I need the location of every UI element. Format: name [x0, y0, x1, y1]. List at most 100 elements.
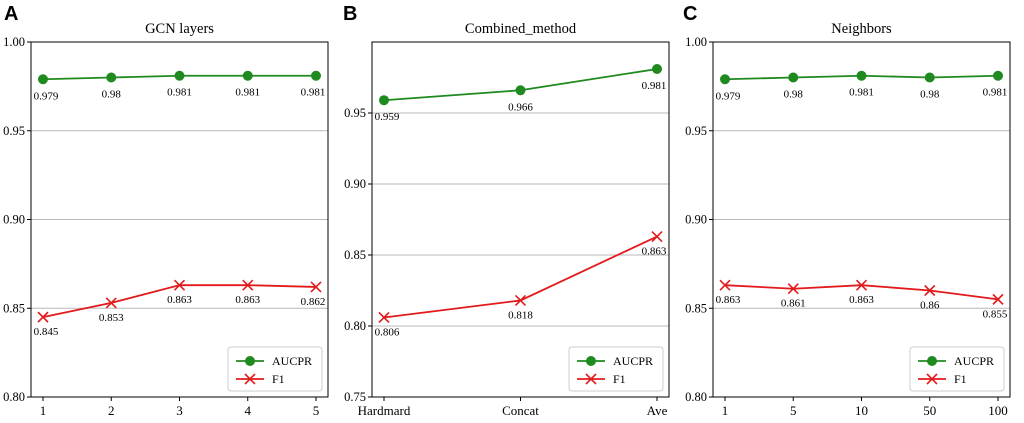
- y-tick-label: 0.90: [344, 177, 366, 191]
- data-point-f1: [310, 281, 322, 293]
- plot-frame: [371, 41, 670, 398]
- data-point-aucpr: [242, 70, 253, 81]
- data-point-aucpr: [311, 70, 321, 81]
- data-point-f1: [855, 279, 868, 291]
- x-tick-label: 4: [245, 403, 252, 418]
- y-tick-label: 0.95: [685, 124, 707, 138]
- y-tick-label: 0.95: [344, 106, 366, 120]
- x-marker-stroke: [378, 311, 390, 324]
- data-point-aucpr: [174, 70, 185, 81]
- data-point-aucpr: [788, 72, 799, 83]
- series-line-aucpr: [383, 68, 658, 102]
- x-marker-stroke: [924, 284, 936, 297]
- y-tick-label: 0.95: [3, 124, 25, 138]
- data-label: 0.861: [781, 298, 806, 310]
- plot-frame: [30, 41, 329, 398]
- panel-c: C Neighbors 0.80 0.85 0.90 0.95 1.00 1 5 10 50 100 0…: [683, 3, 1011, 418]
- x-marker-stroke: [719, 279, 731, 291]
- legend-label: F1: [613, 372, 626, 386]
- data-label: 0.863: [849, 294, 874, 306]
- x-tick-label: Hardmard: [358, 403, 411, 418]
- y-tick-label: 0.80: [685, 390, 707, 404]
- x-tick-label: 3: [176, 403, 183, 418]
- data-point-f1: [378, 311, 390, 324]
- data-point-aucpr: [379, 95, 389, 106]
- data-point-aucpr: [38, 74, 48, 85]
- data-label: 0.981: [167, 87, 192, 99]
- legend: AUCPR F1: [568, 346, 664, 392]
- legend: AUCPR F1: [227, 346, 323, 392]
- legend-label: AUCPR: [613, 354, 653, 368]
- legend-label: F1: [954, 372, 967, 386]
- y-tick-label: 0.85: [3, 301, 25, 315]
- y-tick-label: 0.75: [344, 390, 366, 404]
- data-point-f1: [719, 279, 731, 291]
- chart-title: Neighbors: [831, 21, 892, 37]
- data-point-f1: [173, 279, 186, 291]
- data-point-aucpr: [993, 70, 1003, 81]
- data-point-f1: [787, 283, 799, 295]
- data-label: 0.979: [716, 90, 741, 102]
- data-label: 0.98: [102, 89, 122, 101]
- y-tick-label: 0.85: [344, 248, 366, 262]
- y-tick-label: 0.90: [3, 213, 25, 227]
- data-point-f1: [924, 284, 936, 297]
- data-point-aucpr: [106, 72, 117, 83]
- panel-a: A GCN layers 0.80 0.85 0.90 0.95 1.00 1 2 3 4 5 0.97…: [3, 3, 329, 418]
- legend-marker: [585, 373, 597, 385]
- data-label: 0.863: [167, 294, 192, 306]
- legend-marker: [245, 356, 255, 366]
- data-label: 0.981: [849, 87, 874, 99]
- data-point-aucpr: [720, 74, 730, 85]
- data-point-f1: [992, 293, 1004, 305]
- data-label: 0.98: [920, 89, 940, 101]
- legend-label: AUCPR: [272, 354, 312, 368]
- y-tick-label: 1.00: [3, 35, 25, 49]
- x-tick-label: 50: [923, 403, 936, 418]
- x-tick-label: 5: [790, 403, 797, 418]
- x-tick-label: Ave: [647, 403, 668, 418]
- x-marker-stroke: [651, 230, 663, 243]
- data-point-f1: [105, 297, 117, 309]
- data-label: 0.863: [642, 246, 667, 258]
- chart-title: GCN layers: [145, 21, 214, 37]
- legend-marker: [244, 373, 256, 385]
- data-label: 0.855: [983, 308, 1008, 320]
- data-label: 0.806: [375, 326, 400, 338]
- data-label: 0.98: [784, 89, 804, 101]
- y-tick-label: 0.85: [685, 301, 707, 315]
- x-marker-stroke: [37, 311, 49, 323]
- x-marker-stroke: [242, 279, 254, 291]
- x-tick-label: 1: [40, 403, 47, 418]
- legend: AUCPR F1: [909, 346, 1005, 392]
- data-label: 0.981: [235, 87, 260, 99]
- panel-letter: C: [683, 3, 697, 25]
- data-label: 0.845: [34, 326, 59, 338]
- data-label: 0.863: [235, 294, 260, 306]
- data-point-f1: [651, 230, 663, 243]
- x-marker-stroke: [992, 293, 1004, 305]
- x-marker-stroke: [514, 294, 527, 307]
- x-tick-label: 10: [855, 403, 868, 418]
- y-tick-label: 1.00: [685, 35, 707, 49]
- panel-b: B Combined_method 0.75 0.80 0.85 0.90 0.95 Hard…: [343, 3, 670, 418]
- data-label: 0.86: [920, 300, 940, 312]
- x-marker-stroke: [787, 283, 799, 295]
- x-tick-label: 5: [313, 403, 320, 418]
- data-label: 0.966: [508, 101, 533, 113]
- data-point-f1: [514, 294, 527, 307]
- x-tick-label: 2: [108, 403, 115, 418]
- data-point-aucpr: [924, 72, 935, 83]
- data-label: 0.818: [508, 309, 533, 321]
- x-marker-stroke: [173, 279, 186, 291]
- data-label: 0.863: [716, 294, 741, 306]
- x-marker-stroke: [310, 281, 322, 293]
- x-marker-stroke: [855, 279, 868, 291]
- panel-letter: B: [343, 3, 357, 25]
- y-tick-label: 0.80: [344, 319, 366, 333]
- legend-marker: [926, 373, 938, 385]
- x-tick-label: 1: [722, 403, 729, 418]
- data-label: 0.853: [99, 312, 124, 324]
